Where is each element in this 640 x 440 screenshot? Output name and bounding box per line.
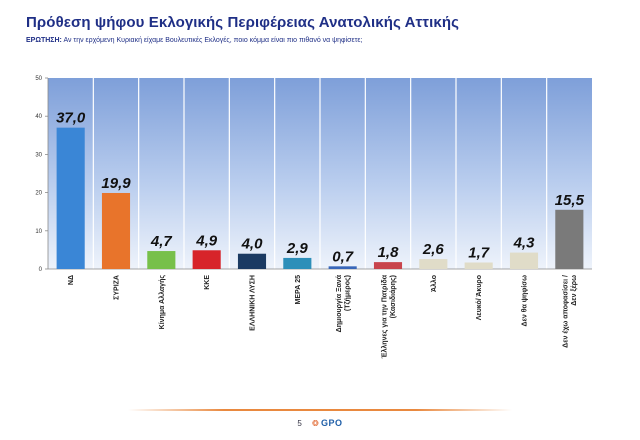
category-label: ΣΥΡΙΖΑ (114, 275, 121, 300)
page-number: 5 (297, 419, 302, 428)
footer-divider (128, 409, 512, 411)
category-label-line: Έλληνες για την Πατρίδα (380, 274, 388, 358)
gpo-logo: GPO (321, 418, 343, 428)
y-tick-label: 30 (35, 152, 42, 158)
category-labels: ΝΔ ΣΥΡΙΖΑ Κίνημα Αλλαγής ΚΚΕ ΕΛΛΗΝΙΚΗ ΛΥΣΗ ΜΕ… (68, 274, 578, 358)
column-dividers (92, 78, 548, 269)
category-label: ΝΔ (68, 275, 75, 285)
category-label-line: Άλλο (430, 275, 438, 292)
question-body: Αν την ερχόμενη Κυριακή είχαμε Βουλευτικ… (63, 37, 363, 44)
bar (147, 251, 176, 269)
category-label: Έλληνες για την Πατρίδα (Κασιδιάρης) (380, 274, 397, 358)
gpo-logo-icon: ❂ (312, 419, 319, 428)
category-label-line: ΚΚΕ (204, 275, 211, 290)
category-label: Δεν θα ψηφίσω (522, 275, 529, 327)
category-label: Δημιουργία Ξανά (Τζήμερος) (336, 274, 352, 332)
value-label: 4,0 (241, 236, 264, 253)
value-label: 2,9 (286, 240, 309, 257)
category-label: ΚΚΕ (204, 275, 211, 290)
value-label: 4,7 (150, 233, 173, 250)
value-label: 15,5 (555, 192, 585, 209)
y-tick-label: 50 (35, 76, 42, 82)
bars (56, 127, 584, 269)
category-label: Λευκό/ Άκυρο (476, 275, 483, 320)
category-label: Δεν έχω αποφασίσει / Δεν ξέρω (563, 275, 579, 348)
category-label: ΕΛΛΗΝΙΚΗ ΛΥΣΗ (250, 275, 257, 331)
bar (509, 252, 539, 269)
value-label: 4,9 (195, 232, 218, 249)
y-tick-label: 20 (35, 191, 42, 197)
value-label: 2,6 (422, 241, 445, 258)
bar (464, 262, 493, 269)
bar (192, 250, 221, 269)
category-label-line: Δεν έχω αποφασίσει / (563, 275, 570, 348)
bar (56, 127, 85, 269)
value-label: 0,7 (332, 248, 354, 265)
bar (328, 266, 357, 269)
question-label: ΕΡΩΤΗΣΗ: (26, 37, 62, 44)
y-tick-label: 40 (35, 114, 42, 120)
bar (373, 262, 403, 269)
category-label-line: (Τζήμερος) (344, 275, 351, 311)
y-axis: 0 10 20 30 40 50 (35, 76, 592, 273)
value-labels: 37,0 19,9 4,7 4,9 4,0 2,9 0,7 1,8 2,6 1,7 4,3 15,5 (56, 110, 585, 266)
category-label-line: ΣΥΡΙΖΑ (114, 275, 121, 300)
category-label-line: Δεν θα ψηφίσω (522, 275, 529, 327)
category-label: ΜΕΡΑ 25 (295, 275, 302, 305)
category-label-line: ΜΕΡΑ 25 (295, 275, 302, 305)
category-label-line: Κίνημα Αλλαγής (158, 275, 166, 330)
value-label: 19,9 (101, 175, 131, 192)
value-label: 4,3 (513, 235, 536, 252)
bar (419, 259, 448, 269)
category-label-line: ΝΔ (68, 275, 75, 285)
bar (101, 192, 131, 269)
value-label: 1,8 (378, 244, 400, 261)
value-label: 1,7 (468, 245, 490, 262)
bar (283, 257, 312, 269)
question-text: ΕΡΩΤΗΣΗ: Αν την ερχόμενη Κυριακή είχαμε … (26, 37, 362, 44)
category-label-line: Δημιουργία Ξανά (336, 274, 343, 332)
bar (555, 209, 584, 269)
category-label-line: Λευκό/ Άκυρο (476, 275, 483, 320)
y-tick-label: 10 (35, 229, 42, 235)
y-tick-label: 0 (39, 267, 43, 273)
value-label: 37,0 (56, 110, 86, 127)
category-label-line: Δεν ξέρω (571, 275, 578, 306)
category-label-line: ΕΛΛΗΝΙΚΗ ΛΥΣΗ (250, 275, 257, 331)
bar (237, 253, 267, 269)
footer: 5 ❂ GPO (0, 418, 640, 428)
category-label-line: (Κασιδιάρης) (390, 275, 397, 318)
page-title: Πρόθεση ψήφου Εκλογικής Περιφέρειας Ανατ… (26, 14, 459, 31)
category-label: Άλλο (430, 275, 438, 292)
category-label: Κίνημα Αλλαγής (158, 275, 166, 330)
